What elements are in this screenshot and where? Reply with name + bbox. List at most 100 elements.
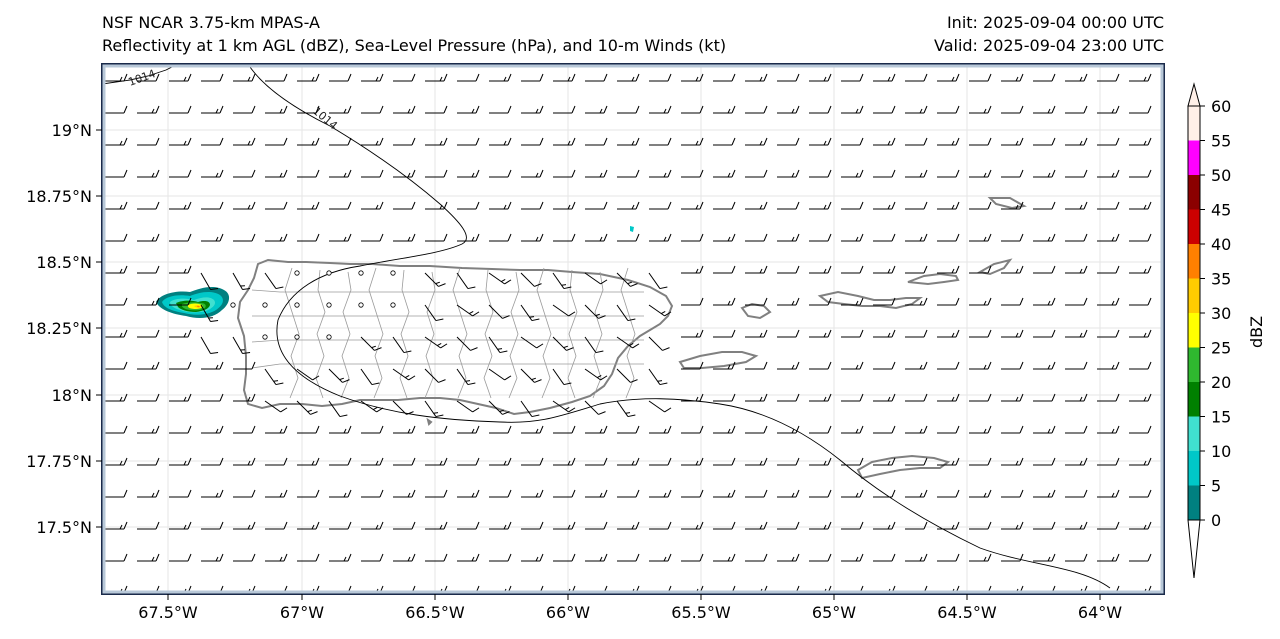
wind-barb-432 [617, 489, 640, 498]
wind-barb-126 [969, 169, 992, 178]
wind-barb-206 [488, 272, 512, 285]
wind-barb-55 [809, 105, 832, 114]
wind-barb-508 [937, 553, 960, 562]
wind-barb-485 [201, 553, 224, 562]
culebra-coast [740, 302, 772, 320]
wind-barb-121 [809, 169, 832, 178]
wind-barb-40 [329, 105, 352, 114]
muni-line-h3 [251, 363, 644, 369]
calm-marker-10 [262, 334, 268, 340]
wind-barb-184 [713, 233, 736, 242]
wind-barb-335 [681, 393, 704, 402]
wind-barb-497 [585, 553, 608, 562]
wind-barb-466 [649, 521, 672, 530]
wind-barb-140 [361, 201, 384, 210]
wind-barb-22 [809, 73, 832, 82]
colorbar-label-50: 50 [1211, 166, 1231, 185]
wind-barb-51 [681, 105, 704, 114]
wind-barb-153 [777, 201, 800, 210]
wind-barb-151 [713, 201, 736, 210]
wind-barb-313 [1033, 361, 1056, 370]
calm-marker-3 [390, 270, 396, 276]
wind-barb-214 [745, 265, 768, 274]
wind-barb-460 [457, 521, 480, 530]
wind-barb-504 [809, 553, 832, 562]
wind-barb-1 [137, 73, 160, 82]
wind-barb-188 [841, 233, 864, 242]
wind-barb-250 [1033, 297, 1056, 306]
wind-barb-492 [425, 553, 448, 562]
wind-barb-162 [1065, 201, 1088, 210]
wind-barb-354 [233, 425, 256, 434]
wind-barb-111 [489, 169, 512, 178]
wind-barb-512 [1065, 553, 1088, 562]
wind-barb-463 [553, 521, 576, 530]
product-title: Reflectivity at 1 km AGL (dBZ), Sea-Leve… [102, 36, 727, 55]
wind-barb-246 [905, 297, 928, 306]
wind-barb-262 [456, 336, 478, 351]
wind-barb-486 [233, 553, 256, 562]
wind-barb-39 [297, 105, 320, 114]
muni-line-v3 [368, 267, 384, 399]
wind-barb-6 [297, 73, 320, 82]
wind-barb-452 [201, 521, 224, 530]
wind-barb-34 [137, 105, 160, 114]
wind-barb-334 [648, 400, 672, 413]
lon-label-66-5: 66.5°W [405, 603, 465, 622]
wind-barb-285 [137, 361, 160, 370]
wind-barb-298 [552, 368, 572, 386]
wind-barb-243 [809, 297, 832, 306]
wind-barb-343 [937, 393, 960, 402]
muni-line-v8 [508, 271, 520, 399]
wind-barb-454 [265, 521, 288, 530]
wind-barb-197 [1129, 233, 1152, 242]
wind-barb-289 [264, 368, 284, 386]
wind-barb-264 [520, 336, 544, 349]
wind-barb-340 [841, 393, 864, 402]
wind-barb-440 [873, 489, 896, 498]
wind-barb-105 [297, 169, 320, 178]
wind-barb-320 [201, 393, 224, 402]
wind-barb-328 [456, 400, 480, 413]
wind-barb-190 [905, 233, 928, 242]
lon-label-64: 64°W [1078, 603, 1122, 622]
wind-barb-177 [489, 233, 512, 242]
wind-barb-165 [105, 233, 128, 242]
wind-barb-281 [1065, 329, 1088, 338]
wind-barb-389 [297, 457, 320, 466]
wind-barb-327 [424, 400, 444, 418]
wind-barb-355 [265, 425, 288, 434]
wind-barb-457 [361, 521, 384, 530]
wind-barb-18 [681, 73, 704, 82]
wind-barb-302 [681, 361, 704, 370]
wind-barb-383 [105, 457, 128, 466]
wind-barb-28 [1001, 73, 1024, 82]
wind-barb-505 [841, 553, 864, 562]
wind-barb-173 [361, 233, 384, 242]
wind-barb-119 [745, 169, 768, 178]
wind-barb-155 [841, 201, 864, 210]
wind-barb-12 [489, 73, 512, 82]
wind-barb-448 [1129, 489, 1152, 498]
colorbar-swatch-4 [1188, 244, 1200, 279]
wind-barb-24 [873, 73, 896, 82]
wind-barb-251 [1065, 297, 1088, 306]
wind-barb-270 [713, 329, 736, 338]
wind-barb-237 [616, 304, 636, 322]
wind-barb-104 [265, 169, 288, 178]
wind-barb-117 [681, 169, 704, 178]
map-frame-inner [102, 64, 1164, 594]
wind-barb-29 [1033, 73, 1056, 82]
wind-barb-269 [681, 329, 704, 338]
colorbar-title: dBZ [1247, 316, 1266, 348]
wind-barb-453 [233, 521, 256, 530]
wind-barb-391 [361, 457, 384, 466]
wind-barb-145 [521, 201, 544, 210]
wind-barb-230 [200, 304, 219, 322]
wind-barb-435 [713, 489, 736, 498]
wind-barb-459 [425, 521, 448, 530]
colorbar-label-15: 15 [1211, 408, 1231, 427]
coastlines [236, 197, 1027, 480]
wind-barb-118 [713, 169, 736, 178]
wind-barb-266 [584, 336, 604, 354]
